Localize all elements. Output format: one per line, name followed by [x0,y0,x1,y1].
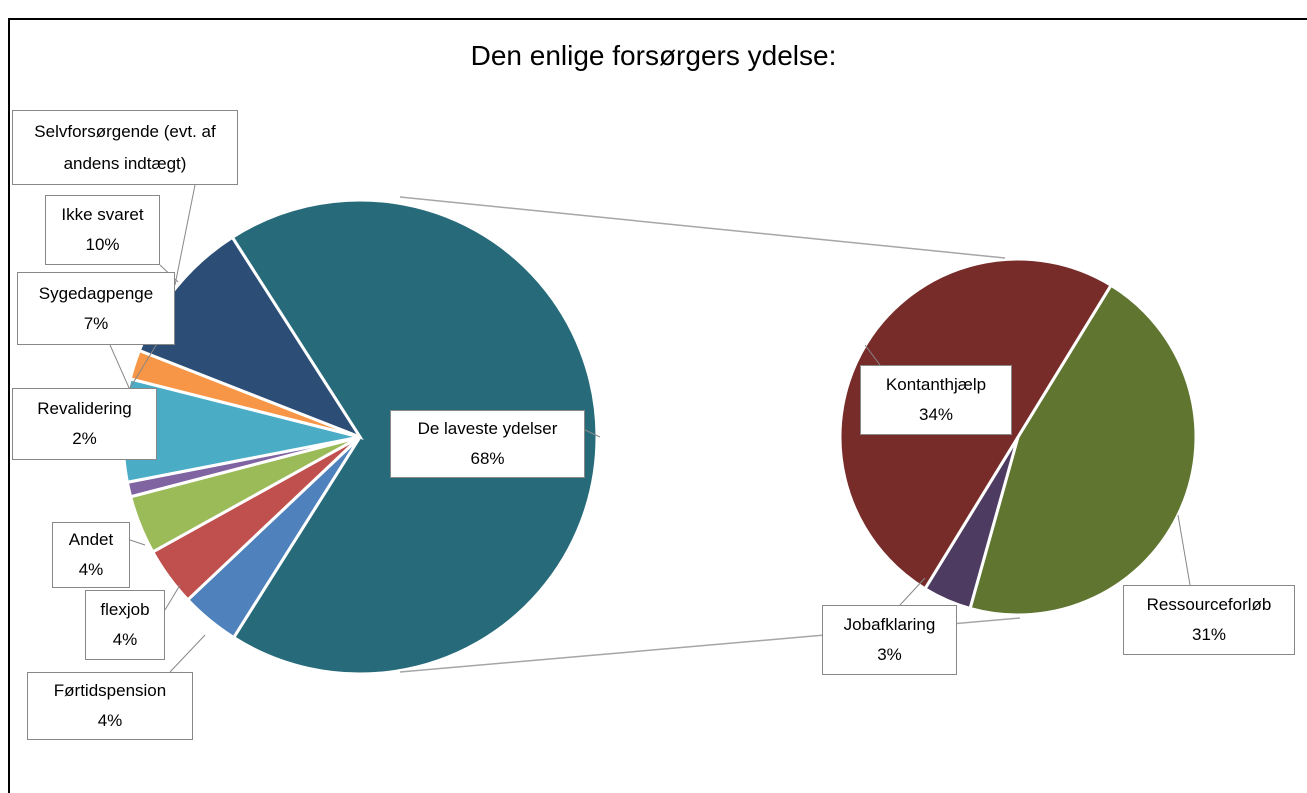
label-category: De laveste ydelser [417,419,558,438]
callout-pointer [109,344,131,391]
label-category: Jobafklaring [843,615,936,634]
label-value: 68% [470,449,505,468]
pie-slice [968,283,1198,617]
label-category: Kontanthjælp [885,375,987,394]
data-label: Selvforsørgende (evt. af andens indtægt) [12,110,238,185]
callout-pointer [584,429,601,438]
label-category: Andet [68,530,114,549]
label-category: Selvforsørgende (evt. af andens indtægt) [34,121,216,173]
callout-pointer [1177,514,1191,586]
label-value: 3% [877,645,902,664]
data-label: De laveste ydelser 68% [390,410,585,478]
chart-title: Den enlige forsørgers ydelse: [470,40,837,71]
data-label: Andet 4% [52,522,130,588]
data-label: Ikke svaret 10% [45,195,160,265]
data-label: Ressourceforløb 31% [1123,585,1295,655]
label-category: Revalidering [37,399,132,418]
data-label: Kontanthjælp 34% [860,365,1012,435]
callout-pointer [169,634,206,673]
data-label: Jobafklaring 3% [822,605,957,675]
label-value: 7% [83,313,109,333]
callout-pointer [864,344,881,366]
callout-pointer [129,341,159,389]
callout-pointer [899,577,926,606]
chart-frame [8,18,1307,793]
label-value: 10% [85,235,120,254]
connector-line [399,196,1006,259]
label-value: 2% [72,429,97,448]
label-value: 4% [78,560,104,579]
callout-pointer [174,184,196,286]
callout-pointer [164,584,181,611]
label-value: 4% [112,630,138,649]
data-label: Førtidspension 4% [27,672,193,740]
label-value: 31% [1191,625,1227,644]
data-label: flexjob 4% [85,590,165,660]
label-category: Førtidspension [53,681,167,700]
label-category: Sygedagpenge [38,283,154,303]
label-value: 4% [97,711,123,730]
callout-pointer [129,539,146,546]
label-value: 34% [918,405,954,424]
data-label: Revalidering 2% [12,388,157,460]
label-category: Ikke svaret [61,205,144,224]
label-category: Ressourceforløb [1146,595,1272,614]
data-label: Sygedagpenge 7% [17,272,175,345]
label-category: flexjob [100,600,150,619]
